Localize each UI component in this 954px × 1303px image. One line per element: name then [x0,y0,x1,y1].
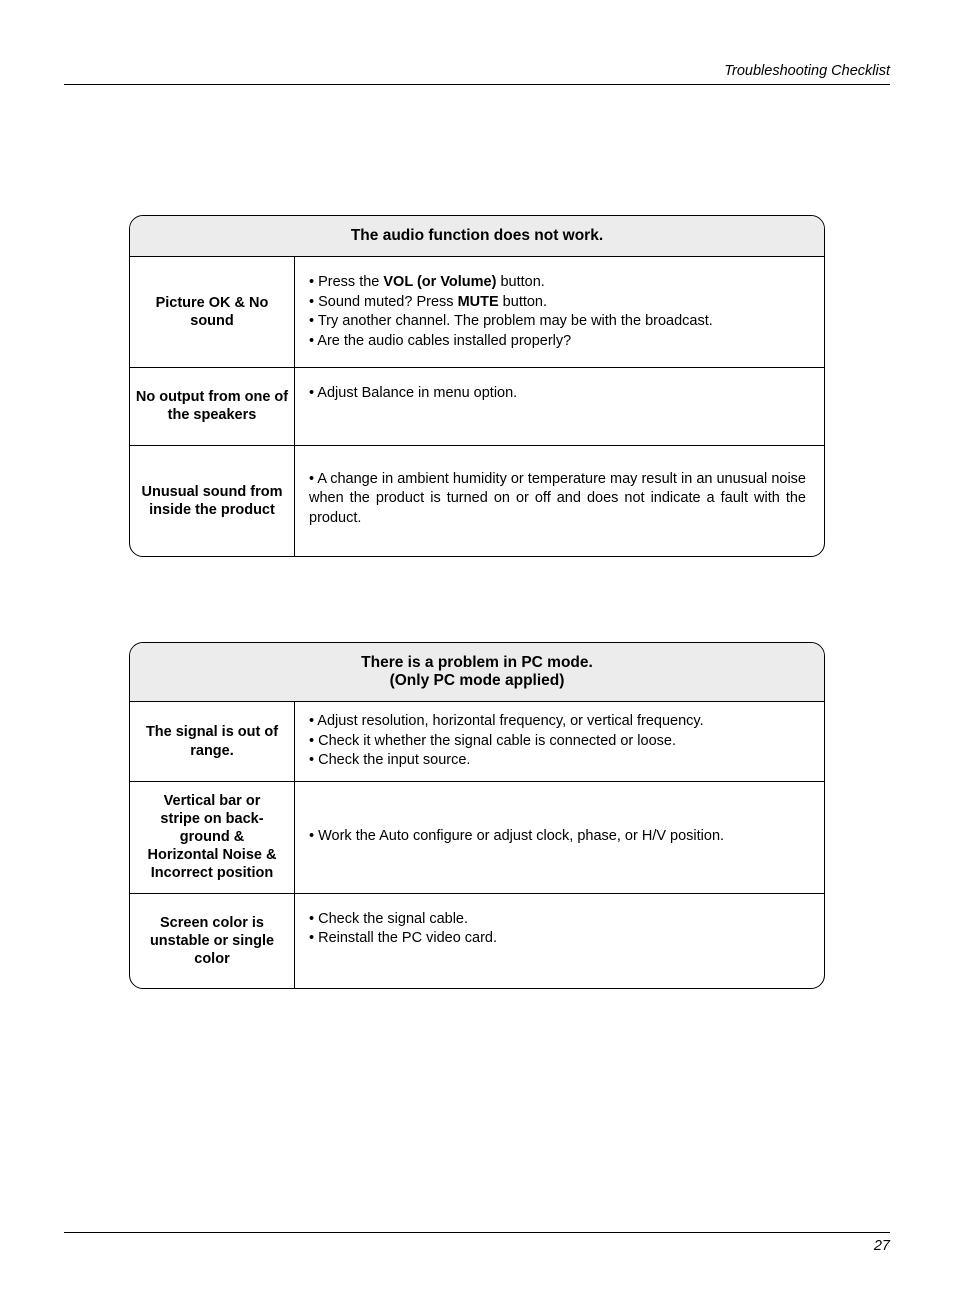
row-label-text: Vertical bar orstripe on back-ground &Ho… [148,792,277,883]
row-label: Screen color is unstable or single color [130,894,295,988]
table-row: Vertical bar orstripe on back-ground &Ho… [130,782,824,894]
page: Troubleshooting Checklist The audio func… [0,0,954,1303]
row-content: • Work the Auto configure or adjust cloc… [295,782,824,893]
pc-table-title: There is a problem in PC mode. (Only PC … [130,643,824,702]
table-row: Screen color is unstable or single color… [130,894,824,988]
text-post: button. [499,294,547,310]
row-label: Picture OK & No sound [130,257,295,367]
row-content: • Check the signal cable. • Reinstall th… [295,894,824,988]
row-label: Vertical bar orstripe on back-ground &Ho… [130,782,295,893]
text-pre: • Sound muted? Press [309,294,458,310]
audio-table: The audio function does not work. Pictur… [129,215,825,557]
bullet-line: • A change in ambient humidity or temper… [309,470,806,529]
row-content: • Press the VOL (or Volume) button. • So… [295,257,824,367]
bullet-line: • Check it whether the signal cable is c… [309,732,806,752]
page-header: Troubleshooting Checklist [64,62,890,85]
bullet-line: • Sound muted? Press MUTE button. [309,293,806,313]
bullet-line: • Are the audio cables installed properl… [309,332,806,352]
text-pre: • Press the [309,274,383,290]
table-row: No output from one of the speakers • Adj… [130,368,824,445]
bullet-line: • Work the Auto configure or adjust cloc… [309,827,724,847]
row-label: The signal is out of range. [130,702,295,781]
bullet-line: • Check the input source. [309,751,806,771]
bullet-line: • Adjust Balance in menu option. [309,384,806,404]
row-content: • Adjust Balance in menu option. [295,368,824,444]
row-label: No output from one of the speakers [130,368,295,444]
text-bold: MUTE [458,294,499,310]
bullet-line: • Adjust resolution, horizontal frequenc… [309,712,806,732]
bullet-line: • Reinstall the PC video card. [309,929,806,949]
table-row: The signal is out of range. • Adjust res… [130,702,824,782]
text-bold: VOL (or Volume) [383,274,496,290]
header-title: Troubleshooting Checklist [724,63,890,79]
bullet-line: • Press the VOL (or Volume) button. [309,273,806,293]
audio-table-title: The audio function does not work. [130,216,824,257]
row-content: • A change in ambient humidity or temper… [295,446,824,557]
text-post: button. [496,274,544,290]
table-row: Unusual sound from inside the product • … [130,446,824,557]
row-label: Unusual sound from inside the product [130,446,295,557]
row-content: • Adjust resolution, horizontal frequenc… [295,702,824,781]
bullet-line: • Try another channel. The problem may b… [309,312,806,332]
table-row: Picture OK & No sound • Press the VOL (o… [130,257,824,368]
page-footer: 27 [64,1232,890,1255]
bullet-line: • Check the signal cable. [309,910,806,930]
page-number: 27 [874,1238,890,1254]
pc-table: There is a problem in PC mode. (Only PC … [129,642,825,989]
